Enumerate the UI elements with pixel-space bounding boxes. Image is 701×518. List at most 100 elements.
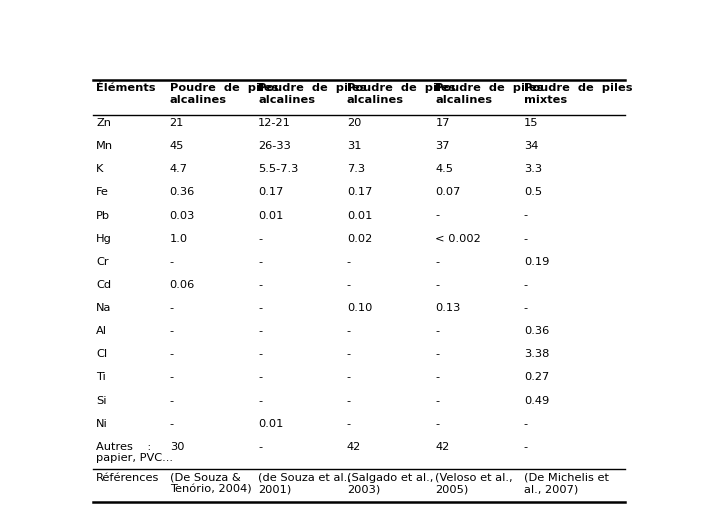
Text: -: - [435,210,440,221]
Text: -: - [170,396,174,406]
Text: 0.13: 0.13 [435,303,461,313]
Text: Éléments: Éléments [96,83,156,93]
Text: -: - [347,349,351,359]
Text: -: - [258,280,262,290]
Text: 0.49: 0.49 [524,396,549,406]
Text: -: - [524,419,528,429]
Text: (De Michelis et
al., 2007): (De Michelis et al., 2007) [524,472,609,494]
Text: 0.17: 0.17 [258,188,284,197]
Text: 0.01: 0.01 [258,419,284,429]
Text: -: - [347,419,351,429]
Text: K: K [96,164,104,174]
Text: -: - [524,234,528,243]
Text: Pb: Pb [96,210,111,221]
Text: -: - [347,257,351,267]
Text: (de Souza et al.,
2001): (de Souza et al., 2001) [258,472,351,494]
Text: -: - [258,257,262,267]
Text: Poudre  de  piles
alcalines: Poudre de piles alcalines [258,83,367,105]
Text: -: - [170,372,174,382]
Text: 0.19: 0.19 [524,257,550,267]
Text: Poudre  de  piles
alcalines: Poudre de piles alcalines [347,83,455,105]
Text: -: - [524,442,528,452]
Text: 34: 34 [524,141,538,151]
Text: -: - [435,372,440,382]
Text: Ni: Ni [96,419,108,429]
Text: 12-21: 12-21 [258,118,291,128]
Text: -: - [170,303,174,313]
Text: Na: Na [96,303,111,313]
Text: 0.36: 0.36 [170,188,195,197]
Text: Mn: Mn [96,141,114,151]
Text: 0.17: 0.17 [347,188,372,197]
Text: -: - [524,280,528,290]
Text: -: - [170,257,174,267]
Text: Hg: Hg [96,234,112,243]
Text: -: - [170,326,174,336]
Text: -: - [258,442,262,452]
Text: Cl: Cl [96,349,107,359]
Text: Ti: Ti [96,372,106,382]
Text: -: - [258,349,262,359]
Text: 0.5: 0.5 [524,188,542,197]
Text: (De Souza &
Tenório, 2004): (De Souza & Tenório, 2004) [170,472,251,494]
Text: -: - [347,396,351,406]
Text: -: - [258,396,262,406]
Text: 42: 42 [347,442,361,452]
Text: -: - [258,234,262,243]
Text: < 0.002: < 0.002 [435,234,481,243]
Text: -: - [170,419,174,429]
Text: Poudre  de  piles
alcalines: Poudre de piles alcalines [170,83,278,105]
Text: 4.7: 4.7 [170,164,188,174]
Text: (Salgado et al.,
2003): (Salgado et al., 2003) [347,472,433,494]
Text: -: - [347,372,351,382]
Text: Références: Références [96,472,160,483]
Text: 5.5-7.3: 5.5-7.3 [258,164,299,174]
Text: Poudre  de  piles
alcalines: Poudre de piles alcalines [435,83,544,105]
Text: Cr: Cr [96,257,109,267]
Text: 20: 20 [347,118,361,128]
Text: 45: 45 [170,141,184,151]
Text: -: - [347,280,351,290]
Text: -: - [435,257,440,267]
Text: 42: 42 [435,442,449,452]
Text: -: - [524,303,528,313]
Text: 37: 37 [435,141,450,151]
Text: Al: Al [96,326,107,336]
Text: 0.03: 0.03 [170,210,195,221]
Text: 3.3: 3.3 [524,164,542,174]
Text: 21: 21 [170,118,184,128]
Text: -: - [435,326,440,336]
Text: 3.38: 3.38 [524,349,550,359]
Text: -: - [435,396,440,406]
Text: -: - [435,349,440,359]
Text: (Veloso et al.,
2005): (Veloso et al., 2005) [435,472,513,494]
Text: 1.0: 1.0 [170,234,188,243]
Text: 4.5: 4.5 [435,164,454,174]
Text: -: - [170,349,174,359]
Text: 31: 31 [347,141,361,151]
Text: Si: Si [96,396,107,406]
Text: 26-33: 26-33 [258,141,291,151]
Text: 0.01: 0.01 [258,210,284,221]
Text: Fe: Fe [96,188,109,197]
Text: -: - [435,280,440,290]
Text: 0.07: 0.07 [435,188,461,197]
Text: 0.06: 0.06 [170,280,195,290]
Text: 7.3: 7.3 [347,164,365,174]
Text: 15: 15 [524,118,538,128]
Text: Zn: Zn [96,118,111,128]
Text: 30: 30 [170,442,184,452]
Text: -: - [258,372,262,382]
Text: 17: 17 [435,118,450,128]
Text: -: - [258,303,262,313]
Text: Cd: Cd [96,280,111,290]
Text: 0.02: 0.02 [347,234,372,243]
Text: 0.01: 0.01 [347,210,372,221]
Text: Autres    :
papier, PVC...: Autres : papier, PVC... [96,442,173,464]
Text: Poudre  de  piles
mixtes: Poudre de piles mixtes [524,83,632,105]
Text: -: - [524,210,528,221]
Text: 0.10: 0.10 [347,303,372,313]
Text: 0.36: 0.36 [524,326,549,336]
Text: -: - [347,326,351,336]
Text: 0.27: 0.27 [524,372,549,382]
